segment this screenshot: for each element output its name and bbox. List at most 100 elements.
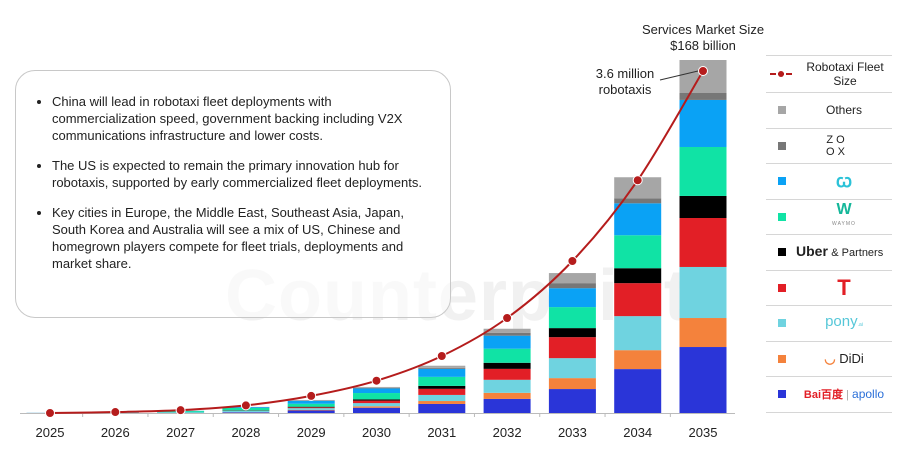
bar-segment-zoox-2031 — [418, 367, 466, 369]
fleet-point-2029 — [306, 390, 317, 401]
fleet-value: 3.6 million — [595, 66, 655, 81]
bar-segment-tesla-2032 — [483, 368, 531, 380]
swatch — [778, 212, 786, 221]
swatch — [778, 177, 786, 186]
swatch — [778, 319, 786, 328]
legend-others: Others — [766, 93, 892, 129]
bar-segment-weride-2032 — [483, 335, 531, 349]
bar-segment-zoox-2032 — [483, 332, 531, 336]
x-tick-label-2035: 2035 — [689, 425, 718, 440]
fleet-size-line — [49, 70, 704, 414]
bar-segment-others-2035 — [679, 60, 727, 93]
swatch — [778, 354, 786, 363]
bar-segment-tesla-2029 — [287, 407, 335, 409]
bar-segment-pony-ai-2031 — [418, 394, 466, 402]
bar-segment-didi-2032 — [483, 392, 531, 399]
bar-segment-pony-ai-2028 — [222, 410, 270, 413]
bar-segment-baidu-apollo-2034 — [614, 369, 662, 413]
bar-segment-weride-2029 — [287, 400, 335, 404]
bar-segment-others-2034 — [614, 177, 662, 199]
bar-segment-didi-2030 — [353, 406, 400, 408]
bar-segment-pony-ai-2030 — [353, 403, 400, 407]
market-size-title: Services Market Size — [641, 22, 765, 37]
fleet-point-2033 — [567, 256, 578, 266]
bar-segment-baidu-apollo-2031 — [418, 403, 466, 413]
swatch — [778, 106, 786, 115]
bar-segment-waymo-2029 — [287, 403, 335, 407]
legend-zoox: ZO OX — [766, 129, 892, 164]
legend: Robotaxi Fleet Size Others ZO OX ꞷ W WAYM… — [766, 55, 892, 413]
legend-fleet: Robotaxi Fleet Size — [766, 55, 892, 93]
bar-segment-baidu-apollo-2033 — [548, 389, 596, 413]
bar-segment-pony-ai-2033 — [548, 358, 596, 379]
bar-segment-tesla-2033 — [548, 337, 596, 359]
bar-segment-uber-partners-2031 — [418, 385, 466, 389]
bar-segment-zoox-2030 — [353, 387, 400, 389]
bar-segment-didi-2034 — [614, 350, 662, 370]
x-tick-label-2033: 2033 — [558, 425, 587, 440]
fleet-point-2031 — [436, 351, 447, 361]
swatch — [778, 248, 786, 257]
fleet-point-2025 — [45, 408, 55, 418]
x-tick-label-2032: 2032 — [493, 425, 522, 440]
bar-segment-baidu-apollo-2030 — [353, 407, 400, 413]
bar-segment-weride-2030 — [353, 388, 400, 394]
x-tick-label-2028: 2028 — [231, 425, 260, 440]
legend-tesla: T — [766, 271, 892, 306]
uber-logo: Uber — [796, 243, 828, 260]
legend-weride: ꞷ — [766, 164, 892, 200]
x-tick-label-2031: 2031 — [427, 425, 456, 440]
market-size-value: $168 billion — [670, 38, 736, 53]
key-points-box: China will lead in robotaxi fleet deploy… — [15, 70, 451, 318]
bar-segment-baidu-apollo-2028 — [222, 412, 270, 413]
bar-segment-uber-partners-2033 — [548, 328, 596, 338]
legend-didi: ◡ DiDi — [766, 342, 892, 377]
x-tick-label-2030: 2030 — [362, 425, 391, 440]
fleet-annotation: 3.6 million robotaxis — [580, 66, 670, 98]
bar-segment-tesla-2035 — [679, 218, 727, 267]
bullet-2: The US is expected to remain the primary… — [52, 157, 434, 191]
bar-segment-uber-partners-2032 — [483, 362, 531, 369]
legend-baidu-apollo: Bai百度 | apollo — [766, 377, 892, 413]
fleet-point-2028 — [240, 400, 251, 411]
x-tick-label-2026: 2026 — [101, 425, 130, 440]
line-marker-icon — [770, 70, 792, 78]
didi-logo-icon: ◡ — [824, 350, 836, 366]
bullet-3: Key cities in Europe, the Middle East, S… — [52, 204, 434, 272]
bar-segment-didi-2029 — [287, 409, 335, 411]
fleet-point-2027 — [175, 405, 186, 416]
bar-segment-tesla-2030 — [353, 400, 400, 404]
bar-segment-waymo-2032 — [483, 348, 531, 363]
bar-segment-tesla-2034 — [614, 283, 662, 317]
bar-segment-waymo-2031 — [418, 376, 466, 386]
bar-segment-weride-2033 — [548, 288, 596, 308]
fleet-point-2032 — [502, 313, 513, 323]
tesla-logo-icon: T — [837, 274, 851, 300]
bar-segment-zoox-2035 — [679, 92, 727, 100]
bar-segment-pony-ai-2032 — [483, 379, 531, 393]
bar-segment-didi-2031 — [418, 401, 466, 404]
fleet-unit: robotaxis — [598, 82, 652, 97]
pony-logo: pony.ai — [825, 312, 863, 330]
didi-logo: ◡ DiDi — [824, 350, 864, 366]
bar-segment-others-2031 — [418, 365, 466, 368]
bar-segment-waymo-2030 — [353, 393, 400, 400]
fleet-point-2035 — [698, 66, 708, 76]
legend-uber: Uber & Partners — [766, 235, 892, 271]
x-tick-label-2029: 2029 — [297, 425, 326, 440]
bar-segment-uber-partners-2034 — [614, 268, 662, 284]
waymo-logo-text: WAYMO — [832, 220, 856, 227]
legend-waymo: W WAYMO — [766, 200, 892, 235]
bar-segment-zoox-2033 — [548, 283, 596, 289]
bullet-1: China will lead in robotaxi fleet deploy… — [52, 93, 434, 144]
bar-segment-waymo-2033 — [548, 307, 596, 329]
fleet-point-2030 — [371, 375, 382, 386]
bar-segment-others-2033 — [548, 273, 596, 284]
fleet-point-2026 — [110, 407, 121, 418]
bar-segment-tesla-2031 — [418, 388, 466, 395]
swatch — [778, 390, 786, 399]
legend-pony: pony.ai — [766, 306, 892, 342]
bar-segment-pony-ai-2035 — [679, 266, 727, 319]
